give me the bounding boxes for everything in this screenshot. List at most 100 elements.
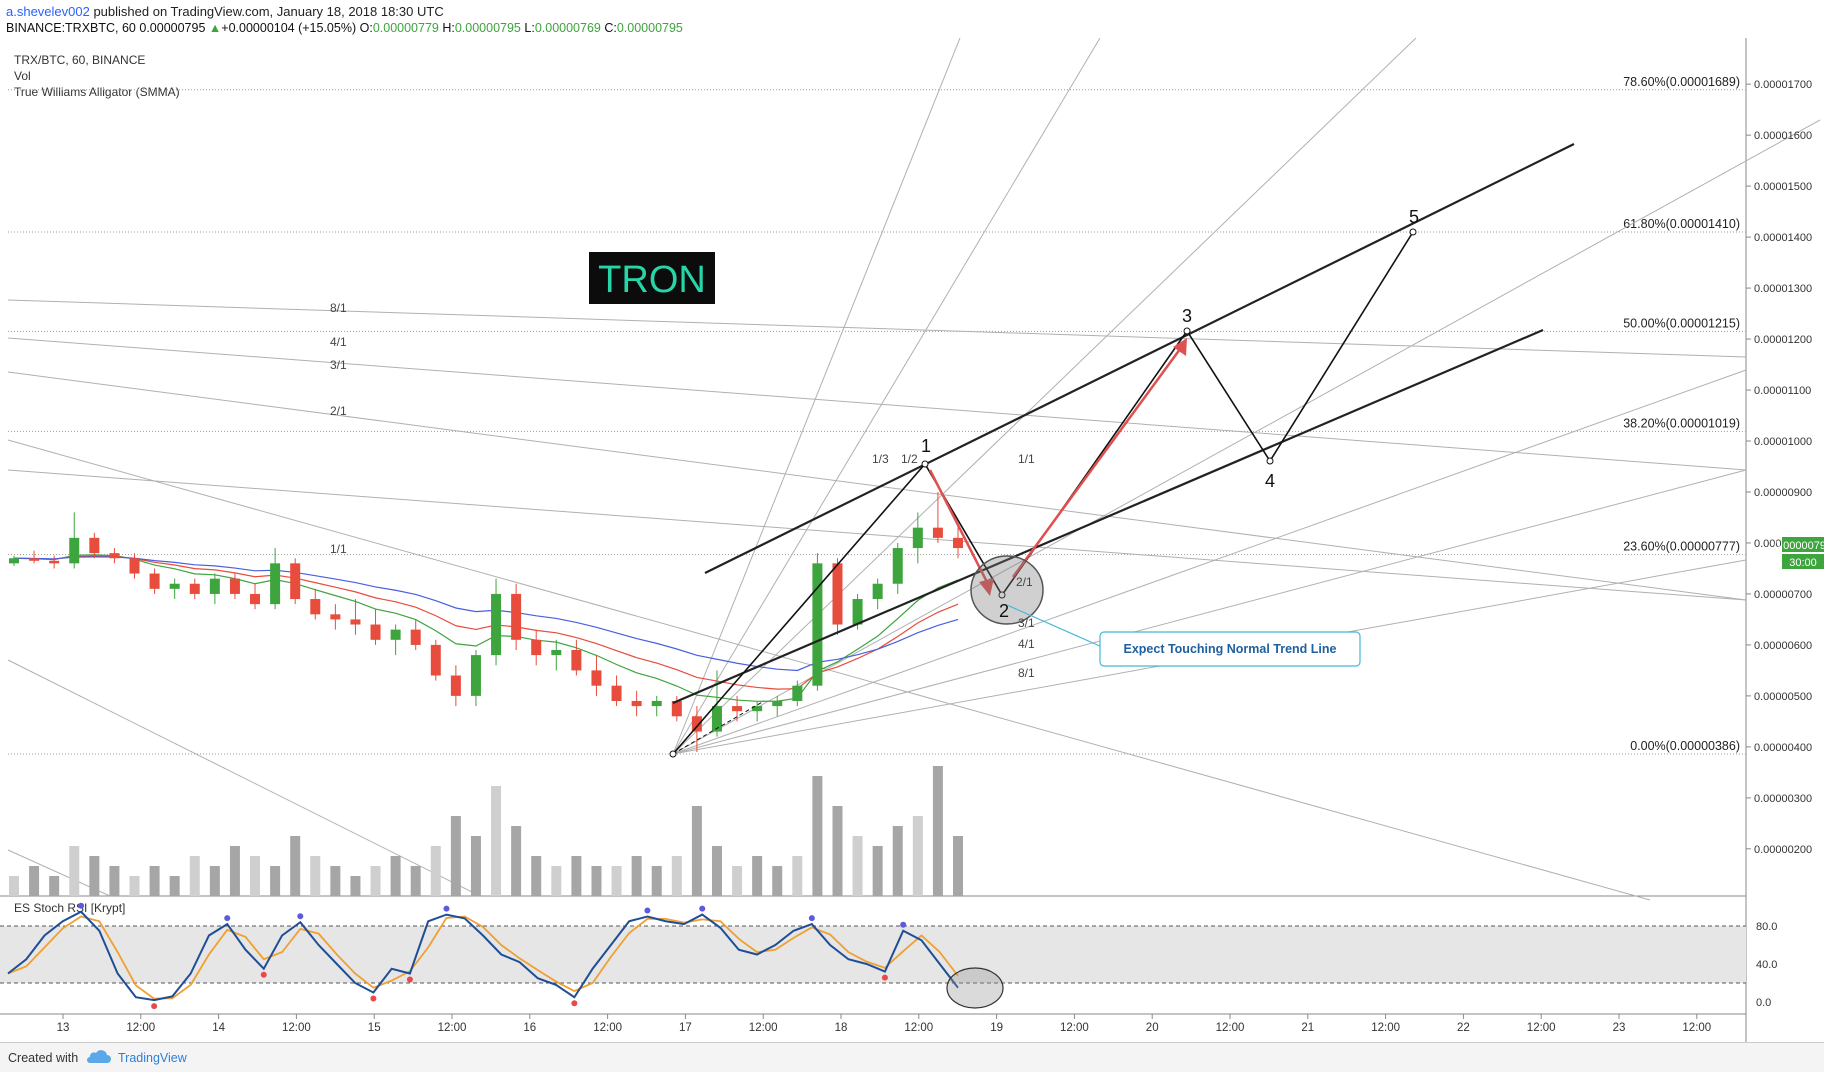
candle[interactable]: [209, 573, 220, 605]
publisher-user-link[interactable]: a.shevelev002: [6, 4, 90, 19]
x-tick-label: 12:00: [438, 1022, 467, 1034]
candle[interactable]: [470, 650, 481, 707]
candle[interactable]: [772, 695, 783, 717]
fan-ray[interactable]: [672, 38, 1417, 755]
fan-ray[interactable]: [672, 369, 1747, 755]
candle[interactable]: [270, 548, 281, 610]
candle[interactable]: [631, 690, 642, 717]
volume-bar: [430, 846, 441, 896]
volume-bar: [370, 866, 381, 896]
gann-fan[interactable]: [7, 38, 1821, 901]
candle[interactable]: [49, 555, 60, 569]
candle[interactable]: [892, 542, 903, 594]
candle[interactable]: [9, 555, 19, 566]
candle[interactable]: [250, 583, 261, 610]
candle[interactable]: [290, 558, 301, 605]
x-tick-label: 12:00: [1682, 1022, 1711, 1034]
candle[interactable]: [149, 568, 160, 594]
wave-anchor-points[interactable]: [669, 228, 1417, 758]
candle[interactable]: [430, 639, 441, 681]
candle[interactable]: [89, 532, 100, 559]
candle[interactable]: [912, 512, 923, 564]
tradingview-cloud-icon[interactable]: [86, 1049, 112, 1065]
fan-ray[interactable]: [7, 337, 1747, 471]
wave-label: 2: [999, 601, 1009, 621]
created-with-text: Created with: [8, 1051, 79, 1065]
candle[interactable]: [229, 573, 240, 600]
candle[interactable]: [832, 558, 843, 635]
candle[interactable]: [932, 491, 943, 543]
candle[interactable]: [611, 675, 622, 707]
candle[interactable]: [330, 604, 341, 630]
stoch-tick-label: 80.0: [1756, 921, 1777, 933]
y-tick-label: 0.00000500: [1754, 691, 1812, 703]
tradingview-brand[interactable]: TradingView: [118, 1051, 187, 1065]
volume-bar: [812, 776, 823, 896]
candle[interactable]: [370, 609, 381, 645]
stoch-k-line: [7, 910, 959, 1002]
countdown-badge: [1782, 554, 1824, 569]
fan-ray[interactable]: [672, 38, 961, 755]
fibonacci-retracement[interactable]: 0.00%(0.00000386) 23.60%(0.00000777) 38.20…: [8, 75, 1746, 755]
candle[interactable]: [792, 680, 803, 707]
fan-ray[interactable]: [672, 119, 1821, 755]
close-label: C:: [604, 21, 617, 35]
fan-ray[interactable]: [7, 299, 1747, 358]
candle[interactable]: [571, 639, 582, 676]
main-pane[interactable]: [0, 38, 1746, 896]
candle[interactable]: [491, 578, 502, 666]
candle[interactable]: [169, 578, 180, 600]
fan-ray[interactable]: [672, 469, 1747, 755]
volume-bar: [752, 856, 763, 896]
elliott-wave-path[interactable]: [672, 231, 1414, 755]
stoch-trough-dot: [881, 974, 888, 981]
chart-canvas[interactable]: TRX/BTC, 60, BINANCE Vol True Williams A…: [0, 38, 1824, 1042]
y-tick-label: 0.00000200: [1754, 844, 1812, 856]
candle[interactable]: [531, 629, 542, 666]
channel-upper-line[interactable]: [704, 143, 1575, 574]
candle[interactable]: [671, 695, 682, 722]
stoch-peak-dot: [443, 905, 450, 912]
candle[interactable]: [410, 619, 421, 651]
fan-label: 4/1: [1018, 637, 1035, 651]
candle[interactable]: [129, 553, 140, 579]
stoch-trough-dot: [571, 1000, 578, 1007]
candle[interactable]: [189, 578, 200, 600]
fan-ray[interactable]: [672, 38, 1101, 755]
countdown-badge-text: 30:00: [1789, 557, 1817, 569]
red-arrow-up[interactable]: [1011, 344, 1185, 578]
candle[interactable]: [69, 512, 80, 569]
candle[interactable]: [691, 706, 702, 752]
x-tick-label: 12:00: [1527, 1022, 1556, 1034]
touch-zone-ellipse[interactable]: [970, 555, 1044, 625]
tron-label-box[interactable]: [589, 252, 715, 304]
fan-ray[interactable]: [7, 659, 481, 897]
x-tick-label: 12:00: [1371, 1022, 1400, 1034]
candle[interactable]: [450, 665, 461, 707]
candlesticks[interactable]: [9, 491, 963, 752]
fan-ray[interactable]: [7, 469, 1747, 601]
candle[interactable]: [390, 624, 401, 656]
low-label: L:: [524, 21, 535, 35]
candle[interactable]: [591, 655, 602, 696]
stoch-highlight-ellipse[interactable]: [946, 967, 1004, 1009]
candle[interactable]: [752, 700, 763, 722]
fan-ray[interactable]: [7, 371, 1747, 601]
candle[interactable]: [651, 695, 662, 717]
candle[interactable]: [511, 583, 522, 651]
candle[interactable]: [29, 550, 40, 564]
candle[interactable]: [551, 639, 562, 671]
candle[interactable]: [350, 599, 361, 635]
wave-label: 3: [1182, 306, 1192, 326]
callout-box[interactable]: [1099, 631, 1361, 667]
x-tick-label: 18: [835, 1022, 848, 1034]
x-tick-label: 12:00: [749, 1022, 778, 1034]
channel-lower-line[interactable]: [672, 328, 1544, 705]
candle[interactable]: [812, 553, 823, 691]
tron-label-text: TRON: [598, 259, 706, 301]
candle[interactable]: [872, 578, 883, 610]
candle[interactable]: [310, 588, 321, 620]
candle[interactable]: [953, 522, 963, 559]
candle[interactable]: [109, 548, 120, 564]
volume-bar: [129, 876, 140, 896]
